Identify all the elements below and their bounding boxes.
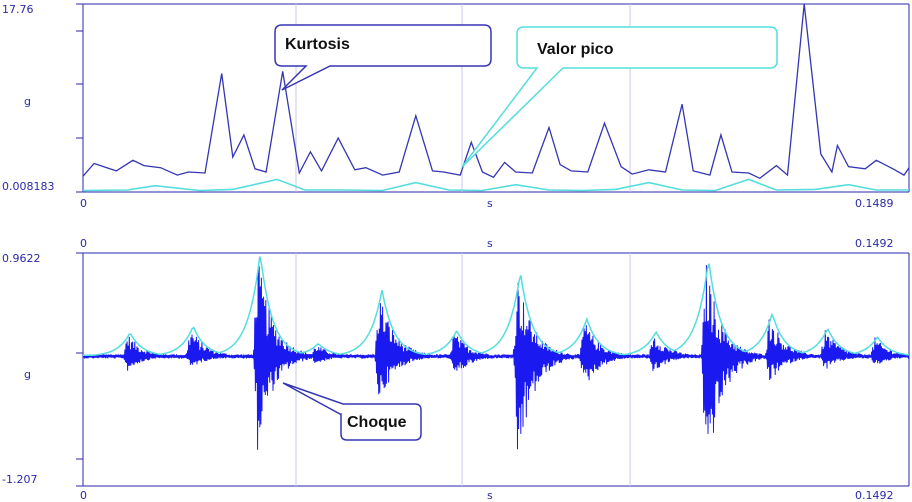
vibration-signal-line: [82, 265, 910, 450]
bottom-y-tick-min: -1.207: [2, 473, 37, 486]
envelope-series-line: [83, 256, 910, 357]
kurtosis-callout-bubble: [274, 24, 492, 91]
bottom-panel-grid: [295, 253, 631, 486]
bottom-x-axis-label: s: [487, 489, 493, 502]
bottom-panel-y-tick-marks: [76, 252, 83, 487]
bottom-x-tick-min: 0: [80, 489, 87, 502]
top-y-tick-max: 17.76: [2, 3, 34, 16]
top-panel-y-tick-marks: [76, 3, 83, 193]
shock-callout-bubble: [282, 382, 422, 441]
peak-value-callout: Valor pico: [461, 26, 778, 168]
bottom-top-x-axis-label: s: [487, 237, 493, 250]
top-x-axis-label: s: [487, 197, 493, 210]
kurtosis-callout-label: Kurtosis: [285, 36, 350, 53]
kurtosis-callout: Kurtosis: [274, 24, 492, 91]
top-x-tick-min: 0: [80, 197, 87, 210]
peak-value-callout-label: Valor pico: [537, 41, 614, 58]
top-y-axis-label: g: [24, 95, 31, 108]
peak-value-callout-bubble: [461, 26, 778, 168]
peak-value-series-line: [82, 178, 909, 192]
bottom-top-x-tick-min: 0: [80, 237, 87, 250]
bottom-y-axis-label: g: [24, 368, 31, 381]
shock-callout-label: Choque: [347, 414, 407, 431]
kurtosis-series-line: [82, 3, 910, 180]
top-y-tick-min: 0.008183: [2, 180, 55, 193]
top-x-tick-max: 0.1489: [855, 197, 894, 210]
bottom-top-x-tick-max: 0.1492: [855, 237, 894, 250]
bottom-y-tick-max: 0.9622: [2, 252, 41, 265]
shock-callout: Choque: [282, 382, 422, 441]
bottom-panel: 0 s 0.1492 0.9622 g -1.207 0 s 0.1492: [2, 237, 910, 502]
bottom-x-tick-max: 0.1492: [855, 489, 894, 502]
